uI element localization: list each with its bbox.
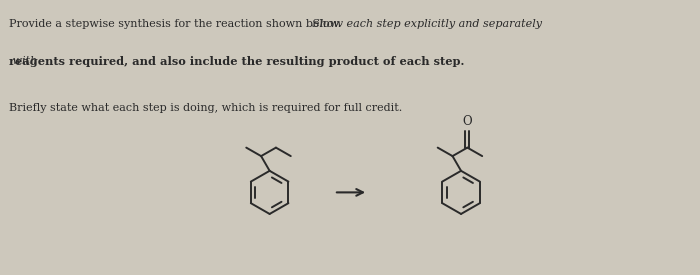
Text: with: with bbox=[9, 56, 37, 66]
Text: Provide a stepwise synthesis for the reaction shown below.: Provide a stepwise synthesis for the rea… bbox=[9, 19, 349, 29]
Text: reagents required, and also include the resulting product of each step.: reagents required, and also include the … bbox=[9, 56, 465, 67]
Text: Briefly state what each step is doing, which is required for full credit.: Briefly state what each step is doing, w… bbox=[9, 103, 402, 113]
Text: Show each step explicitly and separately: Show each step explicitly and separately bbox=[312, 19, 542, 29]
Text: O: O bbox=[463, 116, 473, 128]
